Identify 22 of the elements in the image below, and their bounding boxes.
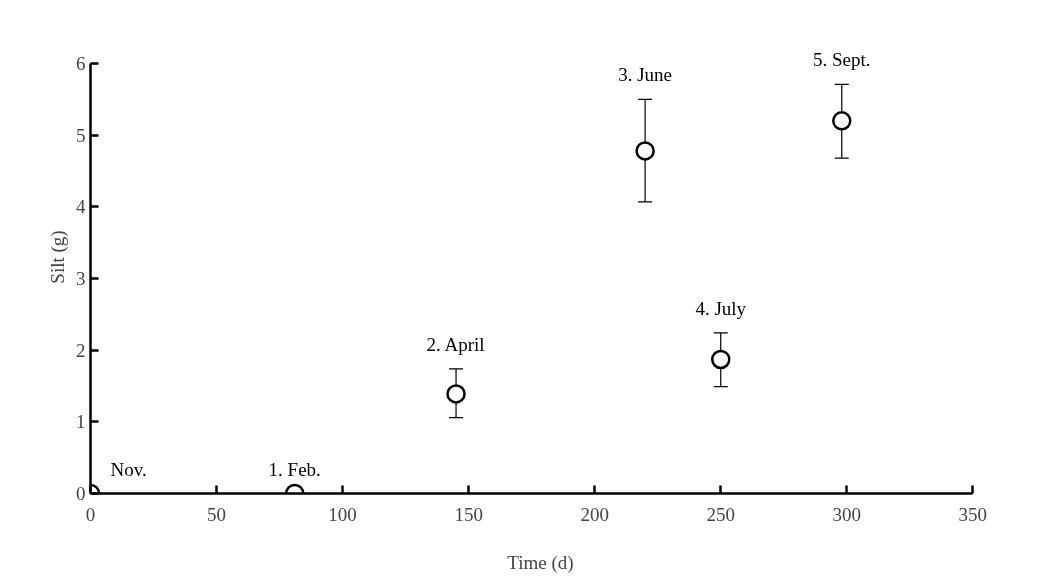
annotation: 4. July (695, 297, 747, 319)
y-tick-label: 4 (76, 196, 86, 218)
y-tick-label: 3 (76, 268, 86, 289)
y-tick-label: 1 (76, 411, 86, 433)
x-tick-label: 50 (207, 503, 227, 525)
y-tick-label: 5 (76, 124, 86, 146)
x-tick-label: 350 (958, 503, 988, 525)
annotation: 3. June (618, 64, 673, 86)
x-tick-label: 200 (580, 503, 609, 525)
y-tick-label: 0 (76, 483, 86, 504)
annotation: 5. Sept. (813, 49, 871, 71)
annotation: 2. April (426, 333, 485, 355)
annotation: 1. Feb. (268, 458, 321, 480)
x-axis-title: Time (d) (507, 551, 574, 574)
x-tick-label: 250 (706, 503, 735, 525)
x-tick-label: 300 (832, 503, 862, 525)
x-tick-label: 100 (328, 503, 357, 525)
x-tick-label: 150 (454, 503, 483, 525)
y-tick-label: 2 (76, 339, 86, 361)
y-tick-label: 6 (76, 53, 86, 74)
y-axis-title: Silt (g) (47, 230, 69, 284)
annotation: Nov. (110, 458, 147, 480)
